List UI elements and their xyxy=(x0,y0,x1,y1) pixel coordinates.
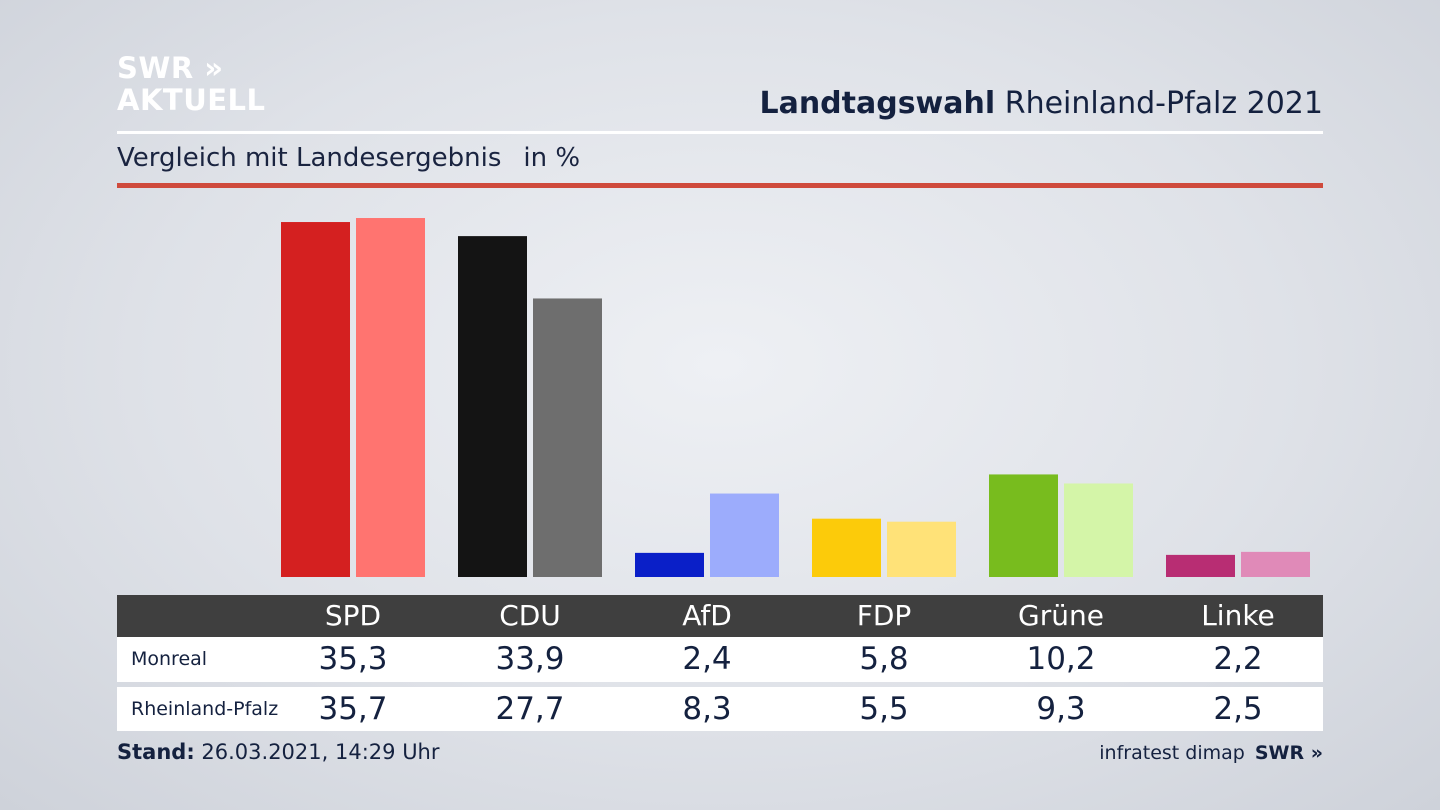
column-header-afd: AfD xyxy=(682,599,732,632)
source-name: infratest dimap xyxy=(1099,742,1245,764)
bar-linke-monreal xyxy=(1166,554,1235,577)
title-rest: Rheinland-Pfalz 2021 xyxy=(1004,86,1323,121)
value-linke-rheinland-pfalz: 2,5 xyxy=(1213,691,1263,727)
chart-subtitle: Vergleich mit Landesergebnis in % xyxy=(117,143,580,173)
bar-chart xyxy=(281,218,1310,578)
footer-stand: Stand: 26.03.2021, 14:29 Uhr xyxy=(117,740,440,764)
stand-label: Stand: xyxy=(117,740,195,764)
column-header-spd: SPD xyxy=(324,599,382,632)
title-bold: Landtagswahl xyxy=(759,86,996,121)
results-table: SPD CDU AfD FDP Grüne Linke Monreal 35,3 33,9 2… xyxy=(117,595,1323,731)
stand-value: 26.03.2021, 14:29 Uhr xyxy=(201,740,440,764)
bar-fdp-monreal xyxy=(812,518,881,577)
logo-line-aktuell: AKTUELL xyxy=(117,83,266,117)
value-afd-monreal: 2,4 xyxy=(682,641,732,677)
value-fdp-monreal: 5,8 xyxy=(859,641,909,677)
value-gr-ne-monreal: 10,2 xyxy=(1026,641,1096,677)
bar-cdu-rheinland-pfalz xyxy=(533,298,602,577)
value-fdp-rheinland-pfalz: 5,5 xyxy=(859,691,909,727)
table-row: Monreal 35,3 33,9 2,4 5,8 10,2 2,2 xyxy=(117,637,1323,682)
bar-spd-rheinland-pfalz xyxy=(356,218,425,577)
column-header-fdp: FDP xyxy=(856,599,912,632)
column-header-cdu: CDU xyxy=(499,599,561,632)
page-title: Landtagswahl Rheinland-Pfalz 2021 xyxy=(759,86,1323,121)
table-row: Rheinland-Pfalz 35,7 27,7 8,3 5,5 9,3 2,5 xyxy=(117,687,1323,731)
bar-spd-monreal xyxy=(281,222,350,578)
bar-cdu-monreal xyxy=(458,236,527,577)
column-header-linke: Linke xyxy=(1201,599,1275,632)
bar-fdp-rheinland-pfalz xyxy=(887,521,956,577)
bar-afd-rheinland-pfalz xyxy=(710,493,779,577)
value-cdu-rheinland-pfalz: 27,7 xyxy=(495,691,565,727)
header-divider xyxy=(117,131,1323,134)
bar-afd-monreal xyxy=(635,552,704,577)
bar-linke-rheinland-pfalz xyxy=(1241,551,1310,577)
value-linke-monreal: 2,2 xyxy=(1213,641,1263,677)
bar-gr-ne-rheinland-pfalz xyxy=(1064,483,1133,577)
subtitle-divider xyxy=(117,183,1323,188)
value-spd-rheinland-pfalz: 35,7 xyxy=(318,691,388,727)
row-label-monreal: Monreal xyxy=(131,648,208,670)
value-spd-monreal: 35,3 xyxy=(318,641,388,677)
bar-gr-ne-monreal xyxy=(989,474,1058,577)
value-afd-rheinland-pfalz: 8,3 xyxy=(682,691,732,727)
subtitle-unit: in % xyxy=(523,143,581,173)
swr-aktuell-logo: SWR » AKTUELL xyxy=(117,52,266,116)
table-header: SPD CDU AfD FDP Grüne Linke xyxy=(117,595,1323,637)
row-label-rheinland-pfalz: Rheinland-Pfalz xyxy=(131,698,279,720)
logo-line-swr: SWR » xyxy=(117,51,224,85)
value-cdu-monreal: 33,9 xyxy=(495,641,565,677)
subtitle-text: Vergleich mit Landesergebnis xyxy=(117,143,502,173)
source-brand: SWR » xyxy=(1254,742,1323,764)
source-credit: infratest dimap SWR » xyxy=(1099,742,1323,764)
column-header-gr-ne: Grüne xyxy=(1018,599,1104,632)
value-gr-ne-rheinland-pfalz: 9,3 xyxy=(1036,691,1086,727)
